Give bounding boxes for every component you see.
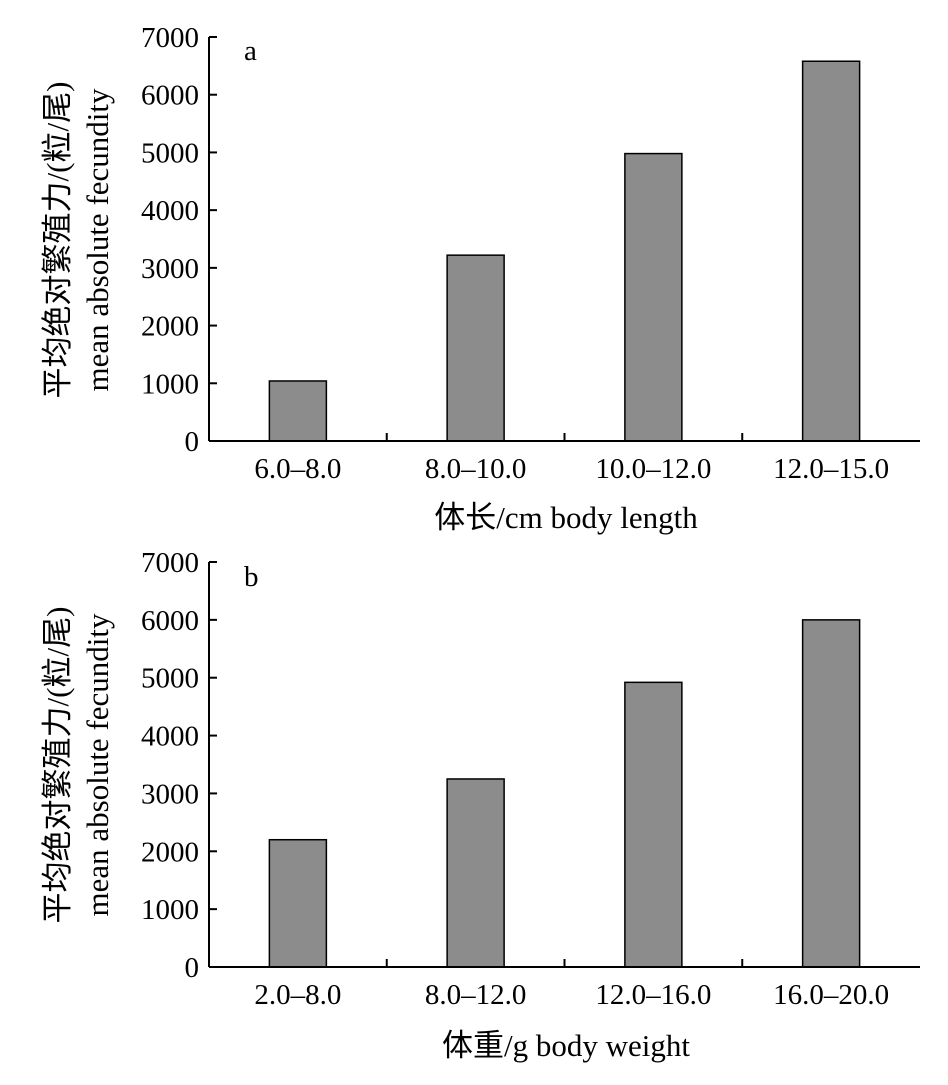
y-tick-label-b-4: 4000 (141, 721, 199, 753)
x-axis-title-b: 体重/g body weight (442, 1028, 690, 1063)
y-tick-label-a-5: 5000 (141, 137, 199, 169)
y-tick-label-b-2: 2000 (141, 836, 199, 868)
y-tick-label-b-0: 0 (185, 952, 200, 984)
x-axis-title-a: 体长/cm body length (434, 500, 698, 535)
y-axis-title-cn-a: 平均绝对繁殖力/(粒/尾) (40, 82, 75, 399)
panel-label-a: a (244, 35, 257, 67)
bar-a-1 (446, 254, 505, 442)
bar-b-3 (801, 619, 861, 968)
x-tick-label-b-0: 2.0–8.0 (254, 979, 341, 1011)
x-tick-label-b-2: 12.0–16.0 (595, 979, 711, 1011)
bar-b-2 (624, 681, 683, 968)
x-tick-label-a-1: 8.0–10.0 (425, 453, 527, 485)
y-tick-label-b-6: 6000 (141, 605, 199, 637)
x-tick-label-a-2: 10.0–12.0 (595, 453, 711, 485)
y-tick-label-b-5: 5000 (141, 663, 199, 695)
x-tick-label-b-3: 16.0–20.0 (773, 979, 889, 1011)
y-tick-label-a-0: 0 (185, 426, 200, 458)
bar-b-0 (268, 838, 328, 968)
y-tick-label-a-6: 6000 (141, 80, 199, 112)
y-axis-title-en-b: mean absolute fecundity (80, 613, 115, 917)
panel-label-b: b (244, 561, 259, 593)
bar-b-1 (446, 778, 505, 968)
y-tick-label-a-3: 3000 (141, 253, 199, 285)
bar-a-0 (268, 380, 328, 442)
y-tick-label-b-3: 3000 (141, 778, 199, 810)
chart-panel-b: b 平均绝对繁殖力/(粒/尾) mean absolute fecundity … (40, 547, 920, 1063)
y-axis-title-cn-b: 平均绝对繁殖力/(粒/尾) (40, 607, 75, 924)
y-tick-label-b-7: 7000 (141, 547, 199, 579)
y-axis-title-en-a: mean absolute fecundity (80, 88, 115, 392)
x-tick-label-a-3: 12.0–15.0 (773, 453, 889, 485)
y-tick-label-a-7: 7000 (141, 22, 199, 54)
bar-a-2 (624, 152, 683, 442)
chart-panel-a: a 平均绝对繁殖力/(粒/尾) mean absolute fecundity … (40, 22, 920, 535)
y-tick-label-a-2: 2000 (141, 311, 199, 343)
y-tick-label-a-4: 4000 (141, 195, 199, 227)
bar-a-3 (801, 60, 861, 442)
y-tick-label-b-1: 1000 (141, 894, 199, 926)
x-tick-label-b-1: 8.0–12.0 (425, 979, 527, 1011)
y-tick-label-a-1: 1000 (141, 368, 199, 400)
x-tick-label-a-0: 6.0–8.0 (254, 453, 341, 485)
